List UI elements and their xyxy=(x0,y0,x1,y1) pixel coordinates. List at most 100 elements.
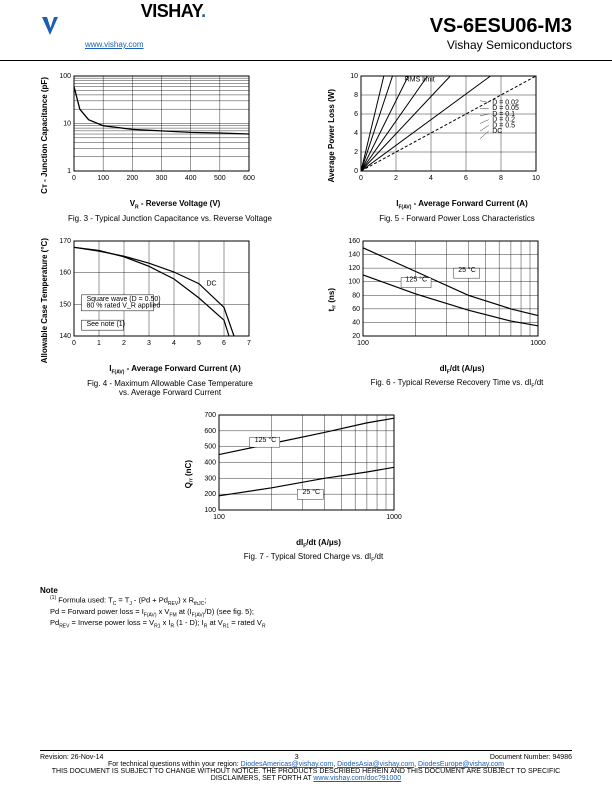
fig7-chart: 1001000100200300400500600700125 °C25 °C xyxy=(197,412,412,537)
svg-text:400: 400 xyxy=(204,459,216,466)
footer-tech: For technical questions within your regi… xyxy=(40,761,572,768)
title-block: VS-6ESU06-M3 Vishay Semiconductors xyxy=(430,15,572,52)
svg-text:160: 160 xyxy=(59,269,71,276)
svg-text:1000: 1000 xyxy=(386,514,402,521)
fig5-xlabel: IF(AV) - Average Forward Current (A) xyxy=(352,199,572,211)
svg-text:8: 8 xyxy=(354,92,358,99)
svg-text:See note (1): See note (1) xyxy=(87,321,126,328)
svg-text:80: 80 xyxy=(352,292,360,299)
revision: Revision: 26-Nov-14 xyxy=(40,754,103,761)
svg-text:0: 0 xyxy=(72,175,76,182)
email-asia[interactable]: DiodesAsia@vishay.com xyxy=(337,761,414,768)
svg-text:100: 100 xyxy=(97,175,109,182)
fig6-block: trr (ns) 100100020406080100120140160125 … xyxy=(327,238,572,397)
footer-top: Revision: 26-Nov-14 3 Document Number: 9… xyxy=(40,754,572,761)
svg-text:200: 200 xyxy=(126,175,138,182)
doc-number: Document Number: 94986 xyxy=(490,754,572,761)
svg-text:2: 2 xyxy=(354,149,358,156)
chart-row-1: Cᴛ - Junction Capacitance (pF) 010020030… xyxy=(40,73,572,223)
fig3-block: Cᴛ - Junction Capacitance (pF) 0 100 200 30… xyxy=(40,73,285,223)
svg-text:80 % rated V_R applied: 80 % rated V_R applied xyxy=(87,302,161,309)
svg-text:25 °C: 25 °C xyxy=(303,488,321,496)
svg-text:20: 20 xyxy=(352,333,360,340)
svg-text:6: 6 xyxy=(464,175,468,182)
fig7-xlabel: dIF/dt (A/μs) xyxy=(209,538,429,550)
company-name: Vishay Semiconductors xyxy=(430,38,572,52)
svg-text:3: 3 xyxy=(147,340,151,347)
svg-text:600: 600 xyxy=(204,427,216,434)
svg-text:125 °C: 125 °C xyxy=(405,275,426,283)
svg-text:DC: DC xyxy=(207,280,217,287)
svg-text:25 °C: 25 °C xyxy=(458,266,476,274)
fig7-ylabel: Qrr (nC) xyxy=(184,460,195,488)
svg-text:0: 0 xyxy=(359,175,363,182)
page-number: 3 xyxy=(295,754,299,761)
fig3-chart: 0100200300400500600110100 xyxy=(52,73,267,198)
note-body: (1) Formula used: TC = TJ - (Pd + PdREV)… xyxy=(40,595,572,630)
svg-text:200: 200 xyxy=(204,491,216,498)
fig4-ylabel: Allowable Case Temperature (°C) xyxy=(40,238,49,363)
svg-text:7: 7 xyxy=(247,340,251,347)
svg-text:8: 8 xyxy=(499,175,503,182)
logo-text: VISHAY. xyxy=(141,1,206,21)
fig3-ylabel: Cᴛ - Junction Capacitance (pF) xyxy=(40,77,49,194)
svg-text:500: 500 xyxy=(214,175,226,182)
svg-text:150: 150 xyxy=(59,301,71,308)
svg-text:125 °C: 125 °C xyxy=(255,435,276,443)
svg-text:160: 160 xyxy=(348,238,360,245)
svg-text:4: 4 xyxy=(429,175,433,182)
fig4-caption: Fig. 4 - Maximum Allowable Case Temperat… xyxy=(55,379,285,397)
fig7-block: Qrr (nC) 1001000100200300400500600700125… xyxy=(184,412,429,564)
vishay-url[interactable]: www.vishay.com xyxy=(85,40,208,49)
charts-area: Cᴛ - Junction Capacitance (pF) 010020030… xyxy=(0,61,612,584)
disclaimer-url[interactable]: www.vishay.com/doc?91000 xyxy=(313,775,401,782)
svg-text:60: 60 xyxy=(352,305,360,312)
svg-text:120: 120 xyxy=(348,265,360,272)
svg-text:4: 4 xyxy=(354,130,358,137)
note-section: Note (1) Formula used: TC = TJ - (Pd + P… xyxy=(0,586,612,630)
svg-text:6: 6 xyxy=(222,340,226,347)
svg-text:4: 4 xyxy=(172,340,176,347)
header: VISHAY. www.vishay.com VS-6ESU06-M3 Vish… xyxy=(0,0,612,61)
svg-text:RMS limit: RMS limit xyxy=(405,77,435,84)
fig5-block: Average Power Loss (W) 02468100246810RMS… xyxy=(327,73,572,223)
vishay-logo: VISHAY. xyxy=(40,15,208,42)
svg-text:0: 0 xyxy=(72,340,76,347)
svg-text:300: 300 xyxy=(156,175,168,182)
svg-text:170: 170 xyxy=(59,238,71,245)
footer: Revision: 26-Nov-14 3 Document Number: 9… xyxy=(40,750,572,782)
svg-text:100: 100 xyxy=(348,278,360,285)
footer-disclaimer: THIS DOCUMENT IS SUBJECT TO CHANGE WITHO… xyxy=(40,768,572,782)
fig6-ylabel: trr (ns) xyxy=(327,288,338,311)
fig6-xlabel: dIF/dt (A/μs) xyxy=(352,364,572,376)
email-americas[interactable]: DiodesAmericas@vishay.com xyxy=(241,761,334,768)
svg-text:140: 140 xyxy=(348,251,360,258)
svg-text:6: 6 xyxy=(354,111,358,118)
svg-text:5: 5 xyxy=(197,340,201,347)
note-title: Note xyxy=(40,586,572,595)
fig5-caption: Fig. 5 - Forward Power Loss Characterist… xyxy=(342,214,572,223)
fig4-block: Allowable Case Temperature (°C) 0 1 2 3 4 5 6 7… xyxy=(40,238,285,397)
svg-text:10: 10 xyxy=(532,175,540,182)
svg-text:500: 500 xyxy=(204,443,216,450)
fig3-xlabel: VR - Reverse Voltage (V) xyxy=(65,199,285,211)
svg-text:1: 1 xyxy=(97,340,101,347)
svg-text:1: 1 xyxy=(67,168,71,175)
svg-text:2: 2 xyxy=(122,340,126,347)
fig5-chart: 02468100246810RMS limitD = 0.02D = 0.05D… xyxy=(339,73,554,198)
svg-text:2: 2 xyxy=(394,175,398,182)
fig6-caption: Fig. 6 - Typical Reverse Recovery Time v… xyxy=(342,378,572,390)
chart-row-2: Allowable Case Temperature (°C) 0 1 2 3 4 5 6 7… xyxy=(40,238,572,397)
chart-row-3: Qrr (nC) 1001000100200300400500600700125… xyxy=(40,412,572,564)
fig7-caption: Fig. 7 - Typical Stored Charge vs. dIF/d… xyxy=(199,552,429,564)
svg-text:10: 10 xyxy=(63,121,71,128)
email-europe[interactable]: DiodesEurope@vishay.com xyxy=(418,761,504,768)
svg-text:0: 0 xyxy=(354,168,358,175)
svg-text:100: 100 xyxy=(59,73,71,80)
svg-text:100: 100 xyxy=(213,514,225,521)
svg-text:140: 140 xyxy=(59,333,71,340)
fig6-chart: 100100020406080100120140160125 °C25 °C xyxy=(341,238,556,363)
fig5-ylabel: Average Power Loss (W) xyxy=(327,89,336,183)
svg-text:1000: 1000 xyxy=(530,340,546,347)
svg-text:700: 700 xyxy=(204,412,216,419)
